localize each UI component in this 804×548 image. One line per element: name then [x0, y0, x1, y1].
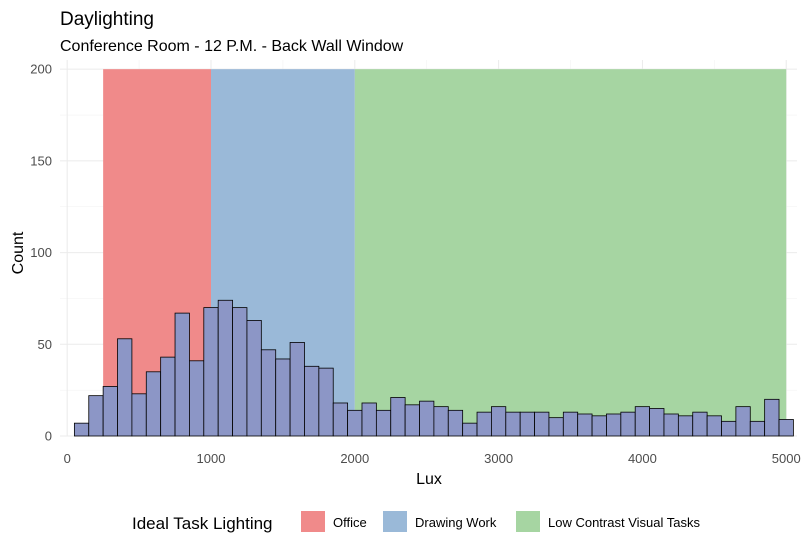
- x-tick-label: 0: [64, 451, 71, 466]
- histogram-bar: [289, 342, 305, 437]
- histogram-bar: [232, 307, 248, 437]
- histogram-bar: [505, 411, 521, 437]
- axis-ticks: 0 1000 2000 3000 4000 5000 0 50 100 150 200: [30, 62, 800, 466]
- histogram-bar: [548, 417, 564, 437]
- histogram-bar: [275, 358, 291, 437]
- histogram-bar: [649, 408, 665, 437]
- y-tick-label: 100: [30, 245, 52, 260]
- histogram-bar: [577, 413, 593, 437]
- histogram-bar: [189, 360, 205, 437]
- histogram-bar: [117, 338, 133, 437]
- x-tick-label: 3000: [484, 451, 513, 466]
- histogram-bar: [203, 307, 219, 437]
- y-tick-label: 200: [30, 62, 52, 77]
- legend-label: Low Contrast Visual Tasks: [548, 515, 700, 530]
- histogram-bar: [462, 422, 478, 437]
- chart-title: Daylighting: [60, 9, 154, 30]
- histogram-bar: [361, 402, 377, 437]
- x-tick-label: 5000: [772, 451, 801, 466]
- y-tick-label: 50: [38, 337, 52, 352]
- histogram-bar: [419, 400, 435, 437]
- histogram-bar: [217, 299, 233, 437]
- histogram-bar: [663, 413, 679, 437]
- histogram-bar: [692, 411, 708, 437]
- histogram-bar: [749, 420, 766, 437]
- x-tick-label: 1000: [197, 451, 226, 466]
- histogram-bar: [764, 398, 780, 437]
- legend: Ideal Task Lighting Office Drawing Work Lo…: [132, 511, 700, 533]
- histogram-bar: [88, 395, 104, 437]
- histogram-bars: [73, 299, 794, 437]
- histogram-bar: [677, 415, 694, 437]
- histogram-bar: [519, 411, 535, 437]
- range-band-low-contrast-visual-tasks: [354, 69, 787, 437]
- histogram-bar: [534, 411, 550, 437]
- histogram-bar: [131, 393, 147, 437]
- histogram-bar: [390, 397, 406, 437]
- histogram-bar: [620, 411, 636, 437]
- histogram-bar: [606, 413, 622, 437]
- histogram-bar: [491, 406, 507, 437]
- histogram-bar: [706, 415, 722, 437]
- histogram-bar: [735, 406, 751, 437]
- y-tick-label: 150: [30, 153, 52, 168]
- histogram-bar: [160, 356, 176, 437]
- histogram-bar: [721, 420, 737, 437]
- histogram-bar: [476, 411, 492, 437]
- histogram-bar: [347, 409, 363, 437]
- legend-key-drawing-work: [383, 511, 407, 532]
- chart-subtitle: Conference Room - 12 P.M. - Back Wall Wi…: [60, 38, 404, 55]
- histogram-bar: [433, 406, 449, 437]
- histogram-bar: [591, 415, 607, 437]
- legend-label: Drawing Work: [415, 515, 497, 530]
- histogram-bar: [260, 349, 277, 437]
- histogram-bar: [73, 422, 90, 437]
- x-tick-label: 4000: [628, 451, 657, 466]
- histogram-bar: [404, 404, 420, 437]
- legend-key-low-contrast-visual-tasks: [516, 511, 540, 532]
- y-tick-label: 0: [45, 429, 52, 444]
- histogram-bar: [304, 365, 320, 437]
- x-axis-title: Lux: [416, 471, 442, 488]
- legend-title: Ideal Task Lighting: [132, 514, 273, 533]
- histogram-bar: [447, 409, 464, 437]
- histogram-bar: [246, 320, 262, 437]
- histogram-bar: [375, 409, 392, 437]
- histogram-bar: [778, 419, 794, 437]
- y-axis-title: Count: [10, 231, 27, 274]
- legend-key-office: [301, 511, 325, 532]
- histogram-bar: [174, 312, 190, 437]
- histogram-bar: [634, 406, 650, 437]
- legend-label: Office: [333, 515, 367, 530]
- histogram-bar: [332, 402, 349, 437]
- histogram-bar: [562, 411, 579, 437]
- histogram-bar: [102, 386, 118, 437]
- histogram-bar: [145, 371, 162, 437]
- histogram-bar: [318, 367, 334, 437]
- x-tick-label: 2000: [340, 451, 369, 466]
